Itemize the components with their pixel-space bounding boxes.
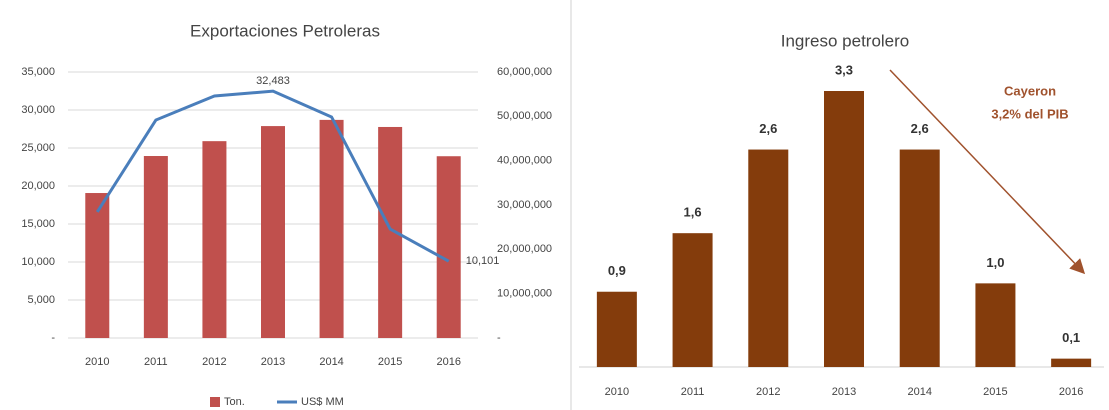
- y-tick-label: 5,000: [27, 294, 55, 306]
- chart-title: Ingreso petrolero: [781, 31, 910, 50]
- data-label: 3,3: [835, 62, 853, 77]
- legend-label: US$ MM: [301, 396, 344, 408]
- x-tick-label: 2010: [605, 386, 629, 398]
- bar: [596, 291, 637, 367]
- bar: [899, 149, 940, 367]
- x-tick-label: 2012: [202, 356, 226, 368]
- x-tick-label: 2013: [261, 356, 285, 368]
- y-tick-label: 20,000: [21, 180, 55, 192]
- y-tick-label: 30,000: [21, 104, 55, 116]
- bar: [319, 119, 344, 338]
- data-label: 1,0: [986, 255, 1004, 270]
- y2-tick-label: 30,000,000: [497, 199, 552, 211]
- y-tick-label: 35,000: [21, 66, 55, 78]
- line: [96, 89, 450, 263]
- y2-tick-label: -: [497, 332, 501, 344]
- x-tick-label: 2016: [1059, 386, 1083, 398]
- y-tick-label: 25,000: [21, 142, 55, 154]
- bar: [261, 126, 285, 338]
- bar: [436, 156, 461, 338]
- y2-tick-label: 40,000,000: [497, 155, 552, 167]
- chart-title: Exportaciones Petroleras: [190, 21, 380, 40]
- x-tick-label: 2015: [378, 356, 402, 368]
- x-tick-label: 2012: [756, 386, 780, 398]
- x-tick-label: 2016: [436, 356, 460, 368]
- y2-tick-label: 10,000,000: [497, 288, 552, 300]
- data-label: 0,9: [608, 263, 626, 278]
- data-label: 10,101: [466, 255, 500, 267]
- annotation: 3,2% del PIB: [991, 106, 1068, 121]
- bar: [672, 233, 713, 367]
- data-label: 32,483: [256, 75, 290, 87]
- x-tick-label: 2011: [144, 356, 168, 368]
- bar: [1051, 358, 1092, 367]
- x-tick-label: 2013: [832, 386, 856, 398]
- y2-tick-label: 60,000,000: [497, 66, 552, 78]
- bar: [202, 141, 227, 338]
- data-label: 2,6: [759, 121, 777, 136]
- y2-tick-label: 20,000,000: [497, 243, 552, 255]
- bar: [748, 149, 789, 367]
- bar: [143, 156, 168, 338]
- x-tick-label: 2010: [85, 356, 109, 368]
- x-tick-label: 2014: [319, 356, 343, 368]
- y-tick-label: 10,000: [21, 256, 55, 268]
- data-label: 2,6: [911, 121, 929, 136]
- y-tick-label: -: [51, 332, 55, 344]
- legend-swatch: [210, 397, 220, 407]
- trend-arrow: [889, 69, 1086, 275]
- x-tick-label: 2015: [983, 386, 1007, 398]
- y2-tick-label: 50,000,000: [497, 110, 552, 122]
- x-tick-label: 2011: [681, 386, 705, 398]
- data-label: 0,1: [1062, 330, 1080, 345]
- bar: [975, 283, 1016, 367]
- data-label: 1,6: [684, 205, 702, 220]
- x-tick-label: 2014: [907, 386, 931, 398]
- annotation: Cayeron: [1004, 83, 1056, 98]
- bar: [824, 91, 864, 367]
- y-tick-label: 15,000: [21, 218, 55, 230]
- bar: [85, 193, 110, 338]
- legend-label: Ton.: [224, 396, 245, 408]
